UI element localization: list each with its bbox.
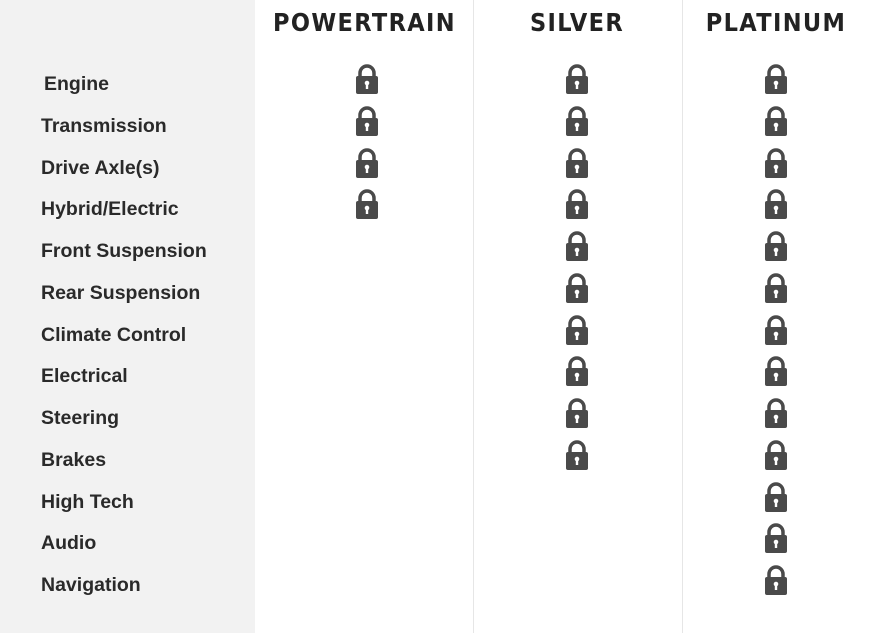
feature-label: Rear Suspension [41,281,201,304]
lock-icon [565,147,589,178]
lock-icon [565,64,589,94]
feature-label: Brakes [41,448,107,471]
lock-icon [764,356,788,387]
feature-label: Electrical [41,365,128,388]
lock-icon [355,64,379,94]
lock-icon [764,523,788,554]
lock-icon [565,440,589,470]
lock-icon [355,147,379,178]
feature-label: Steering [41,407,120,429]
feature-label: Audio [41,532,97,555]
feature-label-panel [0,0,255,633]
lock-icon [565,314,589,345]
lock-icon [764,64,788,94]
column-divider [473,0,474,633]
column-header-powertrain: POWERTRAIN [273,8,456,37]
feature-label: Drive Axle(s) [41,156,160,179]
lock-icon [764,273,788,303]
lock-icon [355,106,379,136]
column-divider [682,0,683,633]
lock-icon [764,314,788,345]
lock-icon [355,189,379,220]
lock-icon [565,356,589,387]
feature-label: Climate Control [41,323,187,346]
lock-icon [764,481,788,512]
lock-icon [565,231,589,261]
feature-label: Navigation [41,574,141,596]
feature-label: Hybrid/Electric [41,198,179,221]
lock-icon [764,231,788,261]
column-header-platinum: PLATINUM [705,8,847,37]
lock-icon [764,398,788,428]
feature-label: High Tech [41,490,134,513]
lock-icon [565,398,589,428]
feature-label: Front Suspension [41,240,207,262]
feature-label: Transmission [41,114,167,137]
lock-icon [764,106,788,136]
lock-icon [764,565,788,595]
lock-icon [764,189,788,220]
column-header-silver: SILVER [529,8,625,37]
lock-icon [565,106,589,136]
feature-label: Engine [44,73,110,95]
lock-icon [565,273,589,303]
lock-icon [764,147,788,178]
lock-icon [764,440,788,470]
lock-icon [565,189,589,220]
